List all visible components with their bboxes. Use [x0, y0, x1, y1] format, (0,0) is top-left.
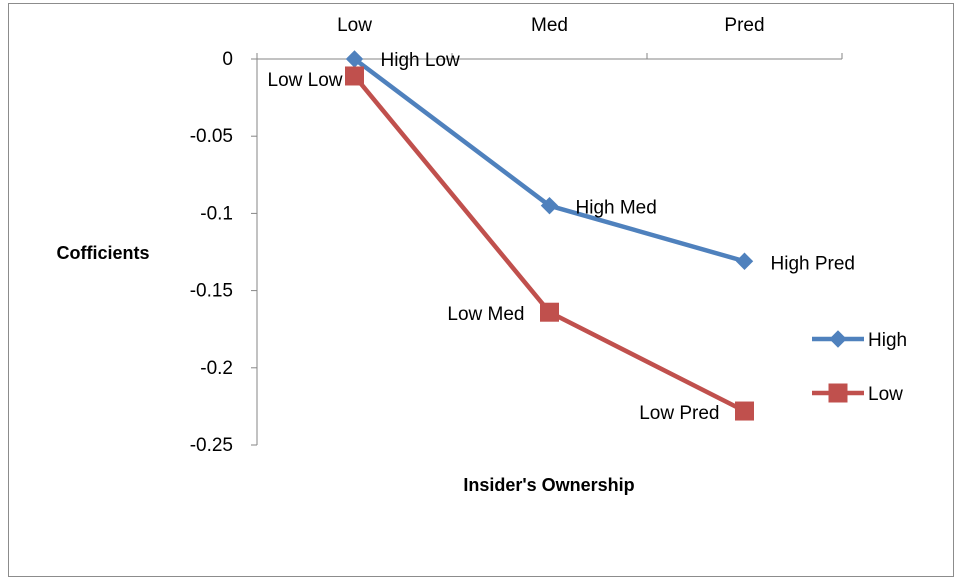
y-tick-label: -0.1 — [200, 203, 233, 224]
y-tick-label: -0.05 — [190, 126, 233, 147]
x-tick-label: Med — [531, 15, 568, 36]
legend-item-high: High — [812, 330, 907, 351]
y-tick-label: -0.2 — [200, 358, 233, 379]
legend: High Low — [812, 330, 907, 405]
data-point-low-med — [540, 302, 559, 322]
series-line-high — [353, 57, 746, 264]
data-label: High Pred — [771, 253, 856, 274]
y-axis-title: Cofficients — [56, 243, 149, 263]
chart-frame — [8, 3, 954, 577]
x-axis-title: Insider's Ownership — [463, 475, 634, 495]
legend-item-low: Low — [812, 383, 903, 405]
data-label: Low Low — [268, 70, 343, 91]
x-tick-label: Pred — [724, 15, 764, 36]
data-point-low-low — [345, 66, 364, 86]
series-low — [345, 66, 754, 421]
y-tick-label: -0.15 — [190, 281, 233, 302]
data-labels: High Low High Med High Pred Low Low Low Med L… — [268, 50, 856, 424]
series-layer — [345, 50, 754, 421]
data-label: High Med — [576, 198, 657, 219]
data-label: Low Pred — [639, 403, 719, 424]
data-point-low-pred — [735, 401, 754, 421]
legend-label: High — [868, 330, 907, 351]
data-point-high-med — [540, 196, 559, 215]
series-high — [345, 50, 754, 270]
data-point-high-pred — [735, 252, 754, 270]
data-label: Low Med — [447, 304, 524, 325]
legend-marker — [829, 330, 847, 348]
legend-label: Low — [868, 384, 903, 405]
data-label: High Low — [381, 50, 460, 71]
y-tick-label: 0 — [222, 49, 233, 70]
y-tick-label: -0.25 — [190, 435, 233, 456]
legend-marker — [828, 383, 848, 403]
x-tick-label: Low — [337, 15, 372, 36]
